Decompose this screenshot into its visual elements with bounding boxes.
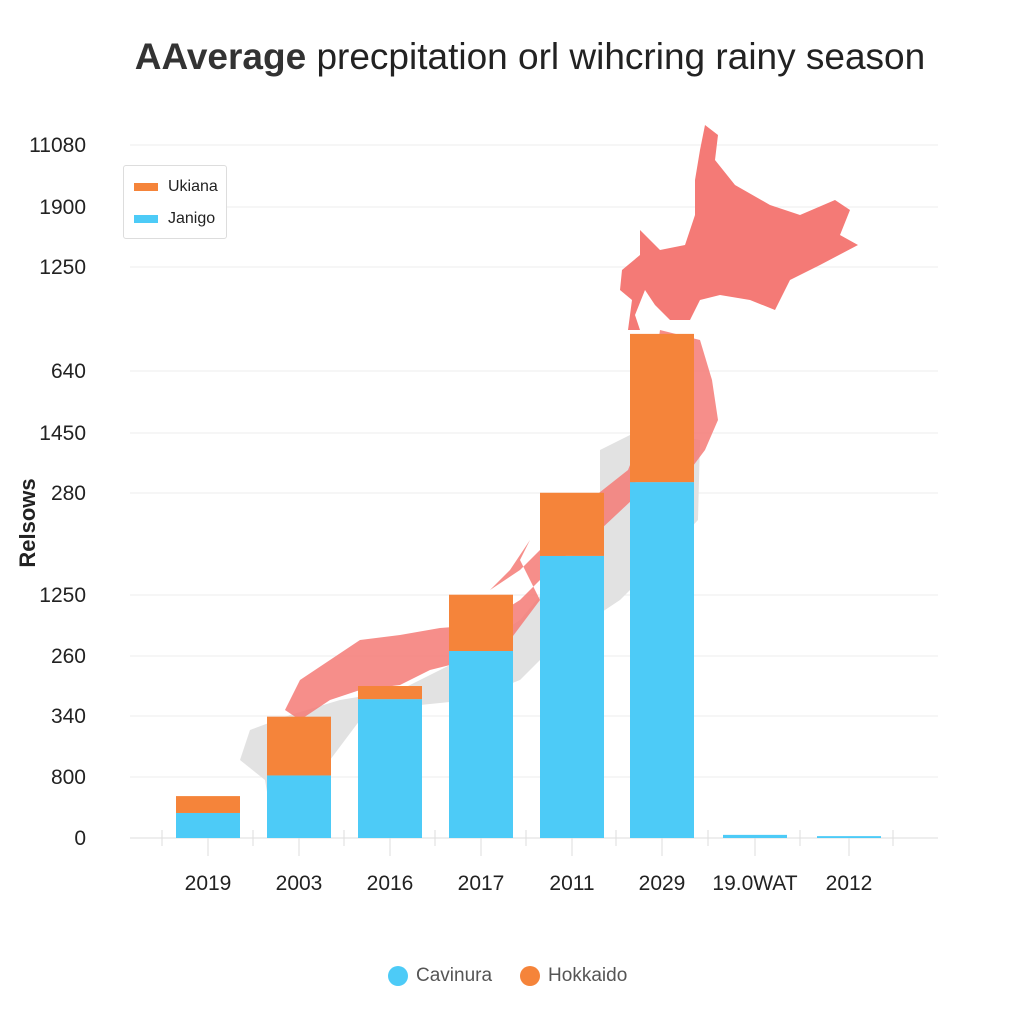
y-tick-label: 340	[51, 705, 86, 728]
y-tick-label: 1900	[39, 196, 86, 219]
x-tick-label: 2016	[367, 872, 414, 895]
bar-ukiana-2011	[540, 492, 604, 556]
bar-ukiana-2016	[358, 686, 422, 700]
x-tick-label: 2011	[549, 872, 594, 895]
map-hokkaido	[620, 125, 858, 330]
legend: Ukiana Janigo	[123, 165, 227, 239]
y-tick-label: 260	[51, 645, 86, 668]
x-axis: 2019 2003 2016 2017 2011 2029 19.0WAT 2012	[161, 830, 894, 895]
y-axis-ticks: 0 800 340 260 1250 280 1450 640 1250 1900 11080	[29, 134, 86, 850]
y-tick-label: 1250	[39, 256, 86, 279]
y-axis-label: Relsows	[15, 478, 40, 568]
bottom-legend-item-cavinura: Cavinura	[388, 965, 492, 987]
bar-janigo-2016	[358, 699, 422, 838]
x-tick-label: 2029	[639, 872, 686, 895]
y-tick-label: 800	[51, 766, 86, 789]
bars	[176, 333, 881, 838]
bar-janigo-19.0WAT	[723, 834, 787, 838]
y-tick-label: 280	[51, 482, 86, 505]
y-tick-label: 0	[74, 827, 86, 850]
y-tick-label: 1450	[39, 422, 86, 445]
legend-dot-icon	[388, 966, 408, 986]
bar-ukiana-2003	[267, 716, 331, 776]
x-tick-label: 2019	[185, 872, 232, 895]
x-tick-label: 2003	[276, 872, 323, 895]
legend-item-ukiana: Ukiana	[134, 178, 218, 196]
bar-janigo-2003	[267, 775, 331, 838]
bottom-legend-item-hokkaido: Hokkaido	[520, 965, 627, 987]
legend-label: Cavinura	[416, 965, 493, 986]
chart-title-rest: precpitation orl wihcring rainy season	[316, 36, 926, 77]
chart-title-bold: AAverage	[134, 36, 307, 77]
bar-janigo-2019	[176, 812, 240, 838]
x-tick-label: 19.0WAT	[712, 872, 797, 895]
y-tick-label: 11080	[29, 134, 86, 157]
x-tick-label: 2012	[826, 872, 873, 895]
bar-ukiana-2029	[630, 333, 694, 483]
bar-janigo-2017	[449, 650, 513, 838]
map-grey-region	[240, 430, 700, 810]
legend-swatch-icon	[134, 183, 158, 191]
legend-dot-icon	[520, 966, 541, 986]
x-tick-label: 2017	[458, 872, 505, 895]
legend-item-janigo: Janigo	[134, 210, 215, 228]
legend-swatch-icon	[134, 215, 158, 223]
bar-janigo-2012	[817, 836, 881, 838]
bar-ukiana-2017	[449, 594, 513, 651]
chart-title: AAverage precpitation orl wihcring rainy…	[0, 36, 1024, 78]
legend-label: Hokkaido	[548, 965, 628, 986]
y-tick-label: 1250	[39, 584, 86, 607]
legend-label: Janigo	[168, 210, 216, 227]
legend-label: Ukiana	[168, 178, 218, 195]
bar-janigo-2029	[630, 482, 694, 838]
bottom-legend: Cavinura Hokkaido	[388, 965, 655, 987]
bar-ukiana-2019	[176, 796, 240, 813]
bar-janigo-2011	[540, 555, 604, 838]
y-tick-label: 640	[51, 360, 86, 383]
